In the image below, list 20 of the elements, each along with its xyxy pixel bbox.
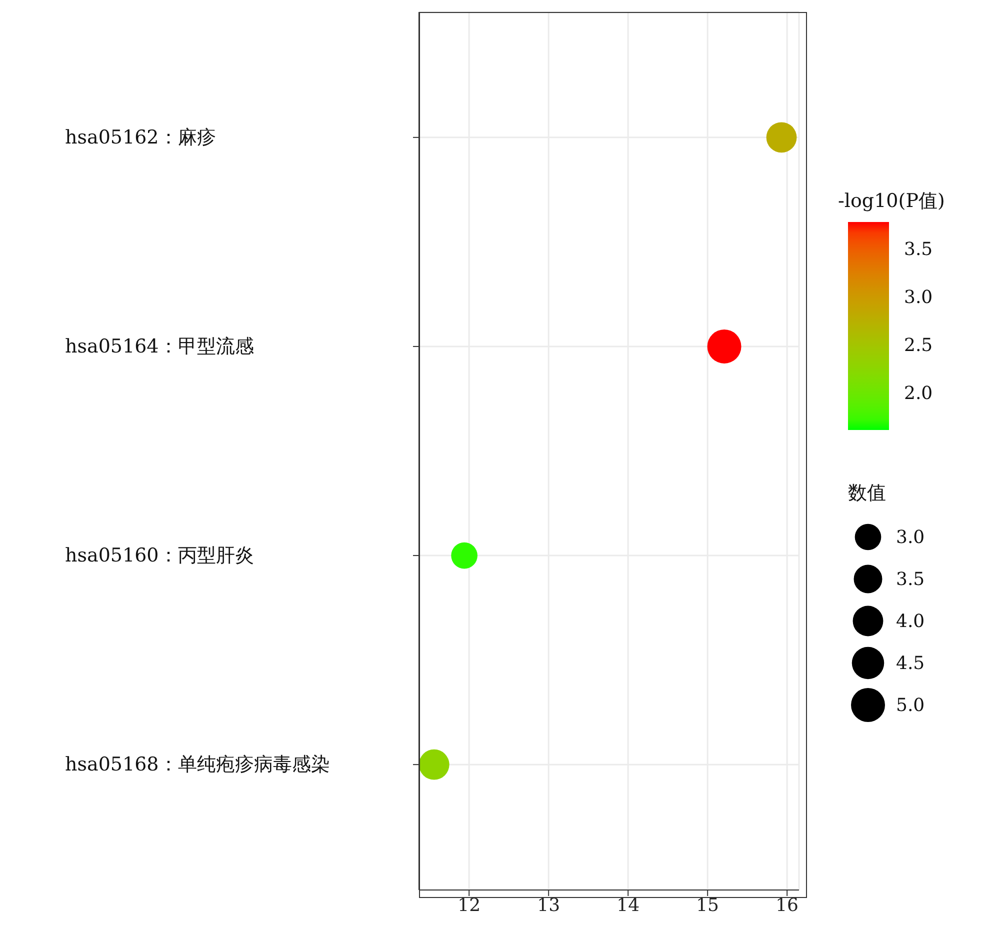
color-bar-label: 2.0 [904, 382, 933, 404]
legend-label: 4.5 [896, 652, 925, 674]
legend-title: 数值 [848, 481, 887, 506]
x-tick-label: 16 [776, 894, 799, 916]
y-tick-label: hsa05168：单纯疱疹病毒感染 [65, 754, 330, 776]
color-bar-label: 3.0 [904, 286, 933, 308]
y-tick-label: hsa05162：麻疹 [65, 126, 216, 148]
legend-label: 4.0 [896, 610, 925, 632]
x-tick-label: 15 [696, 894, 720, 916]
legend-label: 3.0 [896, 526, 925, 548]
y-tick-label: hsa05164：甲型流感 [65, 335, 254, 358]
x-tick-label: 12 [458, 894, 481, 916]
y-tick-label: hsa05160：丙型肝炎 [65, 544, 254, 567]
legend-label: 5.0 [896, 694, 925, 716]
x-tick-label: 13 [537, 894, 560, 916]
color-bar-label: 2.5 [904, 334, 933, 356]
legend-label: 3.5 [896, 568, 925, 590]
color-bar-label: 3.5 [904, 238, 933, 260]
x-tick-label: 14 [616, 894, 640, 916]
color-bar-title: -log10(P值) [838, 189, 945, 214]
